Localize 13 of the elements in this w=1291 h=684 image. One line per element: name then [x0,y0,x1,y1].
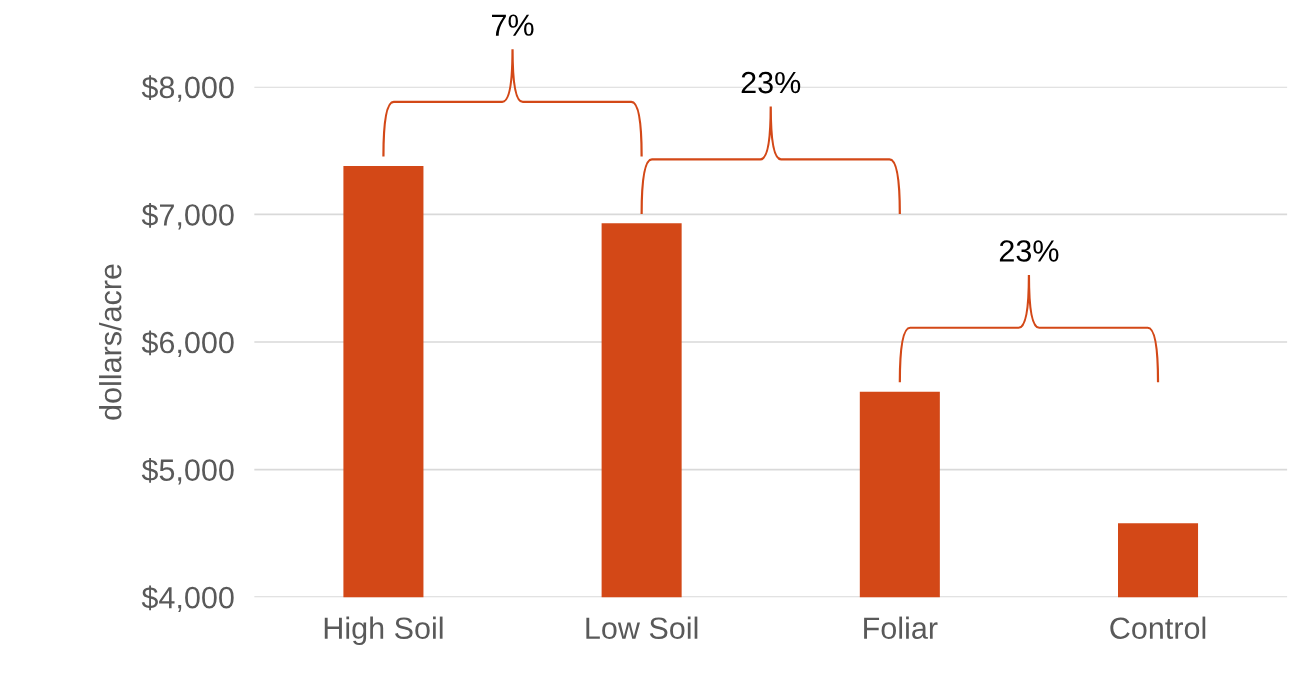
x-tick-label: Control [1110,616,1206,640]
y-tick-label: $8,000 [141,75,234,102]
x-tick-label: Low Soil [586,616,698,640]
y-tick-label: $4,000 [141,585,234,613]
y-tick-label: $5,000 [141,458,234,485]
y-axis-title: dollars/acre [99,264,122,420]
annotation: 23% [741,71,801,94]
y-tick-label: $7,000 [141,202,234,230]
x-tick-label: High Soil [324,616,443,646]
x-tick-label: Foliar [864,616,938,640]
annotation: 23% [999,240,1059,262]
text: 7% [492,14,534,36]
y-tick-label: $6,000 [141,330,234,357]
